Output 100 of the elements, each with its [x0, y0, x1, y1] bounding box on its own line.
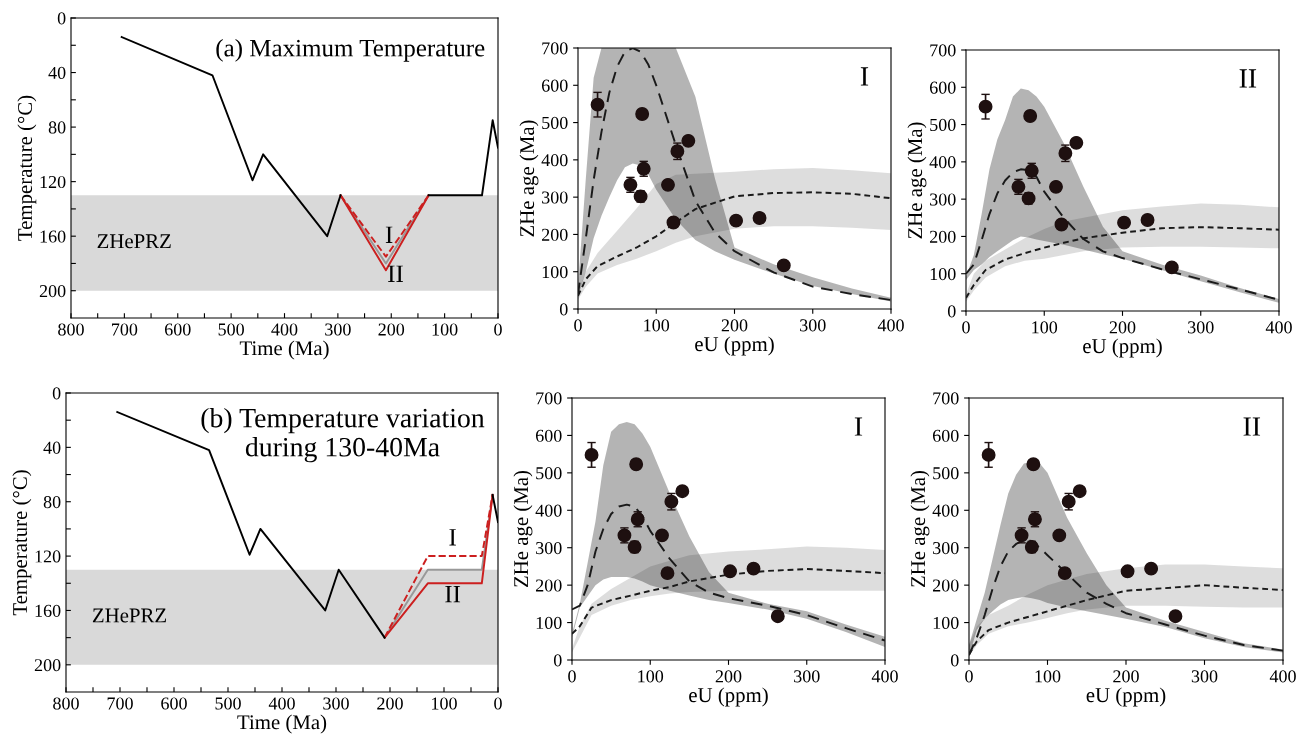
y-tick-label: 400 [541, 154, 568, 167]
annotation: II [388, 265, 403, 283]
x-tick-label: 800 [53, 697, 79, 710]
y-tick-label: 100 [930, 267, 956, 281]
y-tick-label: 400 [535, 504, 562, 517]
y-tick-label: 500 [930, 118, 956, 132]
y-tick-label: 0 [559, 303, 568, 316]
point [723, 564, 738, 579]
point [675, 484, 690, 499]
point [1023, 109, 1038, 123]
x-tick-label: 800 [58, 323, 84, 336]
y-axis-title: Temperature (°C) [17, 95, 37, 241]
annotation: (b) Temperature variation during 130-40Ma [201, 407, 485, 463]
y-tick-label: 300 [542, 191, 568, 204]
x-tick-label: 400 [871, 670, 898, 683]
point [746, 561, 761, 576]
point [1057, 566, 1072, 581]
y-tick-label: 0 [950, 654, 959, 667]
y-tick-label: 160 [40, 230, 66, 243]
x-tick-label: 400 [271, 323, 298, 336]
x-tick-label: 300 [323, 697, 349, 710]
x-tick-label: 0 [494, 323, 502, 336]
x-axis-title: eU (ppm) [695, 336, 774, 356]
point [584, 447, 599, 462]
y-tick-label: 100 [542, 265, 568, 279]
y-tick-label: 300 [930, 193, 956, 206]
y-tick-label: 80 [48, 121, 66, 134]
y-tick-label: 700 [542, 42, 568, 55]
x-tick-label: 100 [1032, 321, 1058, 334]
point [1140, 213, 1155, 227]
y-tick-label: 0 [553, 654, 562, 667]
y-axis-title: ZHe age (Ma) [910, 470, 930, 587]
point [729, 213, 744, 228]
x-tick-label: 200 [721, 319, 748, 332]
point [660, 566, 675, 581]
y-tick-label: 400 [932, 504, 959, 517]
point [1144, 561, 1159, 576]
annotation: I [860, 67, 869, 86]
point [629, 457, 644, 472]
x-axis-title: Time (Ma) [239, 340, 329, 360]
y-tick-label: 600 [535, 429, 562, 442]
x-tick-label: 100 [432, 323, 458, 336]
y-tick-label: 200 [535, 579, 562, 592]
point [666, 215, 681, 230]
point [1120, 564, 1135, 579]
y-tick-label: 500 [536, 467, 562, 480]
x-tick-label: 0 [494, 697, 502, 710]
y-axis-title: ZHe age (Ma) [513, 470, 533, 587]
point [981, 447, 996, 462]
annotation: I [449, 529, 456, 546]
x-tick-label: 0 [574, 319, 582, 332]
x-tick-label: 700 [107, 697, 133, 710]
x-tick-label: 300 [800, 319, 826, 332]
y-tick-label: 600 [541, 79, 568, 92]
annotation: I [854, 417, 863, 436]
point [681, 133, 696, 148]
point [770, 609, 785, 624]
band-label: ZHePRZ [92, 608, 167, 623]
y-tick-label: 100 [933, 616, 959, 630]
point [978, 99, 993, 114]
annotation: (a) Maximum Temperature [216, 39, 485, 62]
x-tick-label: 600 [161, 697, 187, 710]
y-tick-label: 200 [929, 230, 956, 243]
y-tick-label: 200 [34, 659, 61, 672]
point [661, 177, 675, 192]
point [590, 97, 605, 112]
point [1052, 528, 1067, 543]
y-tick-label: 700 [536, 392, 562, 405]
point [1168, 609, 1183, 624]
x-tick-label: 600 [164, 323, 191, 336]
x-tick-label: 700 [112, 323, 138, 336]
x-axis-title: eU (ppm) [689, 687, 768, 707]
point [1049, 179, 1063, 194]
y-tick-label: 600 [932, 429, 959, 442]
point [776, 258, 791, 273]
point [635, 107, 650, 121]
y-tick-label: 600 [929, 81, 956, 94]
x-tick-label: 100 [644, 319, 670, 332]
y-tick-label: 40 [48, 66, 66, 79]
point [1069, 135, 1084, 150]
y-tick-label: 120 [40, 175, 66, 189]
x-tick-label: 200 [715, 670, 742, 683]
y-tick-label: 200 [541, 228, 568, 241]
point [1164, 260, 1179, 275]
annotation: II [1243, 417, 1261, 436]
y-axis-title: Temperature (°C) [12, 470, 32, 616]
point [1054, 217, 1069, 232]
x-tick-label: 400 [268, 697, 295, 710]
point [752, 211, 767, 225]
x-tick-label: 300 [1191, 670, 1218, 683]
y-tick-label: 300 [536, 541, 562, 555]
x-axis-title: Time (Ma) [237, 714, 327, 734]
y-tick-label: 500 [542, 116, 568, 130]
x-tick-label: 0 [962, 321, 970, 334]
x-tick-label: 0 [568, 670, 576, 683]
point [1072, 484, 1087, 499]
y-tick-label: 120 [35, 550, 61, 563]
line-series [572, 503, 885, 642]
point [1117, 215, 1132, 230]
x-tick-label: 100 [432, 697, 457, 710]
